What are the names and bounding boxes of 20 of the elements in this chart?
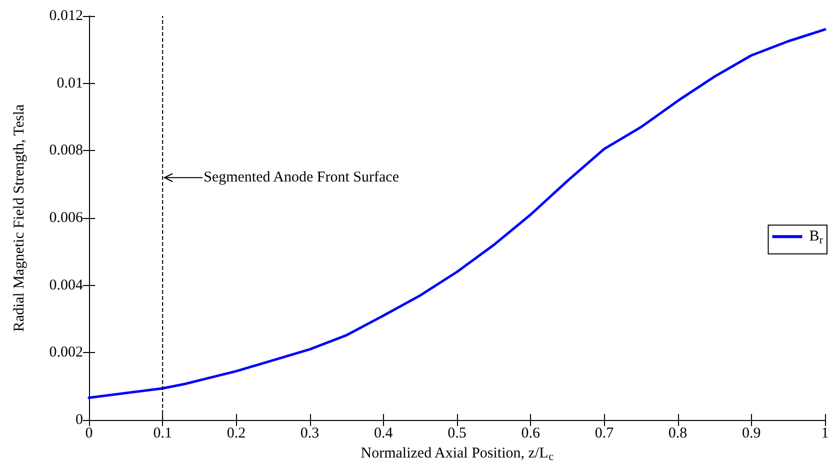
- y-tick-label: 0.006: [49, 210, 84, 226]
- y-tick-label: 0.002: [49, 344, 83, 361]
- x-tick-label: 1: [821, 426, 829, 442]
- x-tick-label: 0.9: [742, 426, 761, 442]
- x-tick-label: 0.3: [300, 426, 320, 442]
- x-tick-label: 0.6: [521, 426, 540, 442]
- line-series: [88, 28, 826, 400]
- y-axis-title: Radial Magnetic Field Strength, Tesla: [12, 104, 28, 332]
- y-tick-label: 0: [76, 412, 83, 428]
- x-tick-label: 0.5: [448, 426, 466, 442]
- y-tick-label: 0.01: [56, 75, 83, 92]
- y-tick-label: 0.008: [49, 142, 83, 159]
- x-tick-label: 0.1: [153, 426, 172, 442]
- y-tick-label: 0.004: [49, 277, 84, 294]
- x-tick-label: 0.2: [226, 426, 246, 442]
- annotation: Segmented Anode Front Surface: [204, 170, 400, 186]
- y-tick-label: 0.012: [49, 8, 83, 24]
- x-tick-label: 0.7: [594, 426, 614, 442]
- x-tick-label: 0.4: [374, 426, 394, 442]
- x-tick-label: 0.8: [668, 426, 688, 442]
